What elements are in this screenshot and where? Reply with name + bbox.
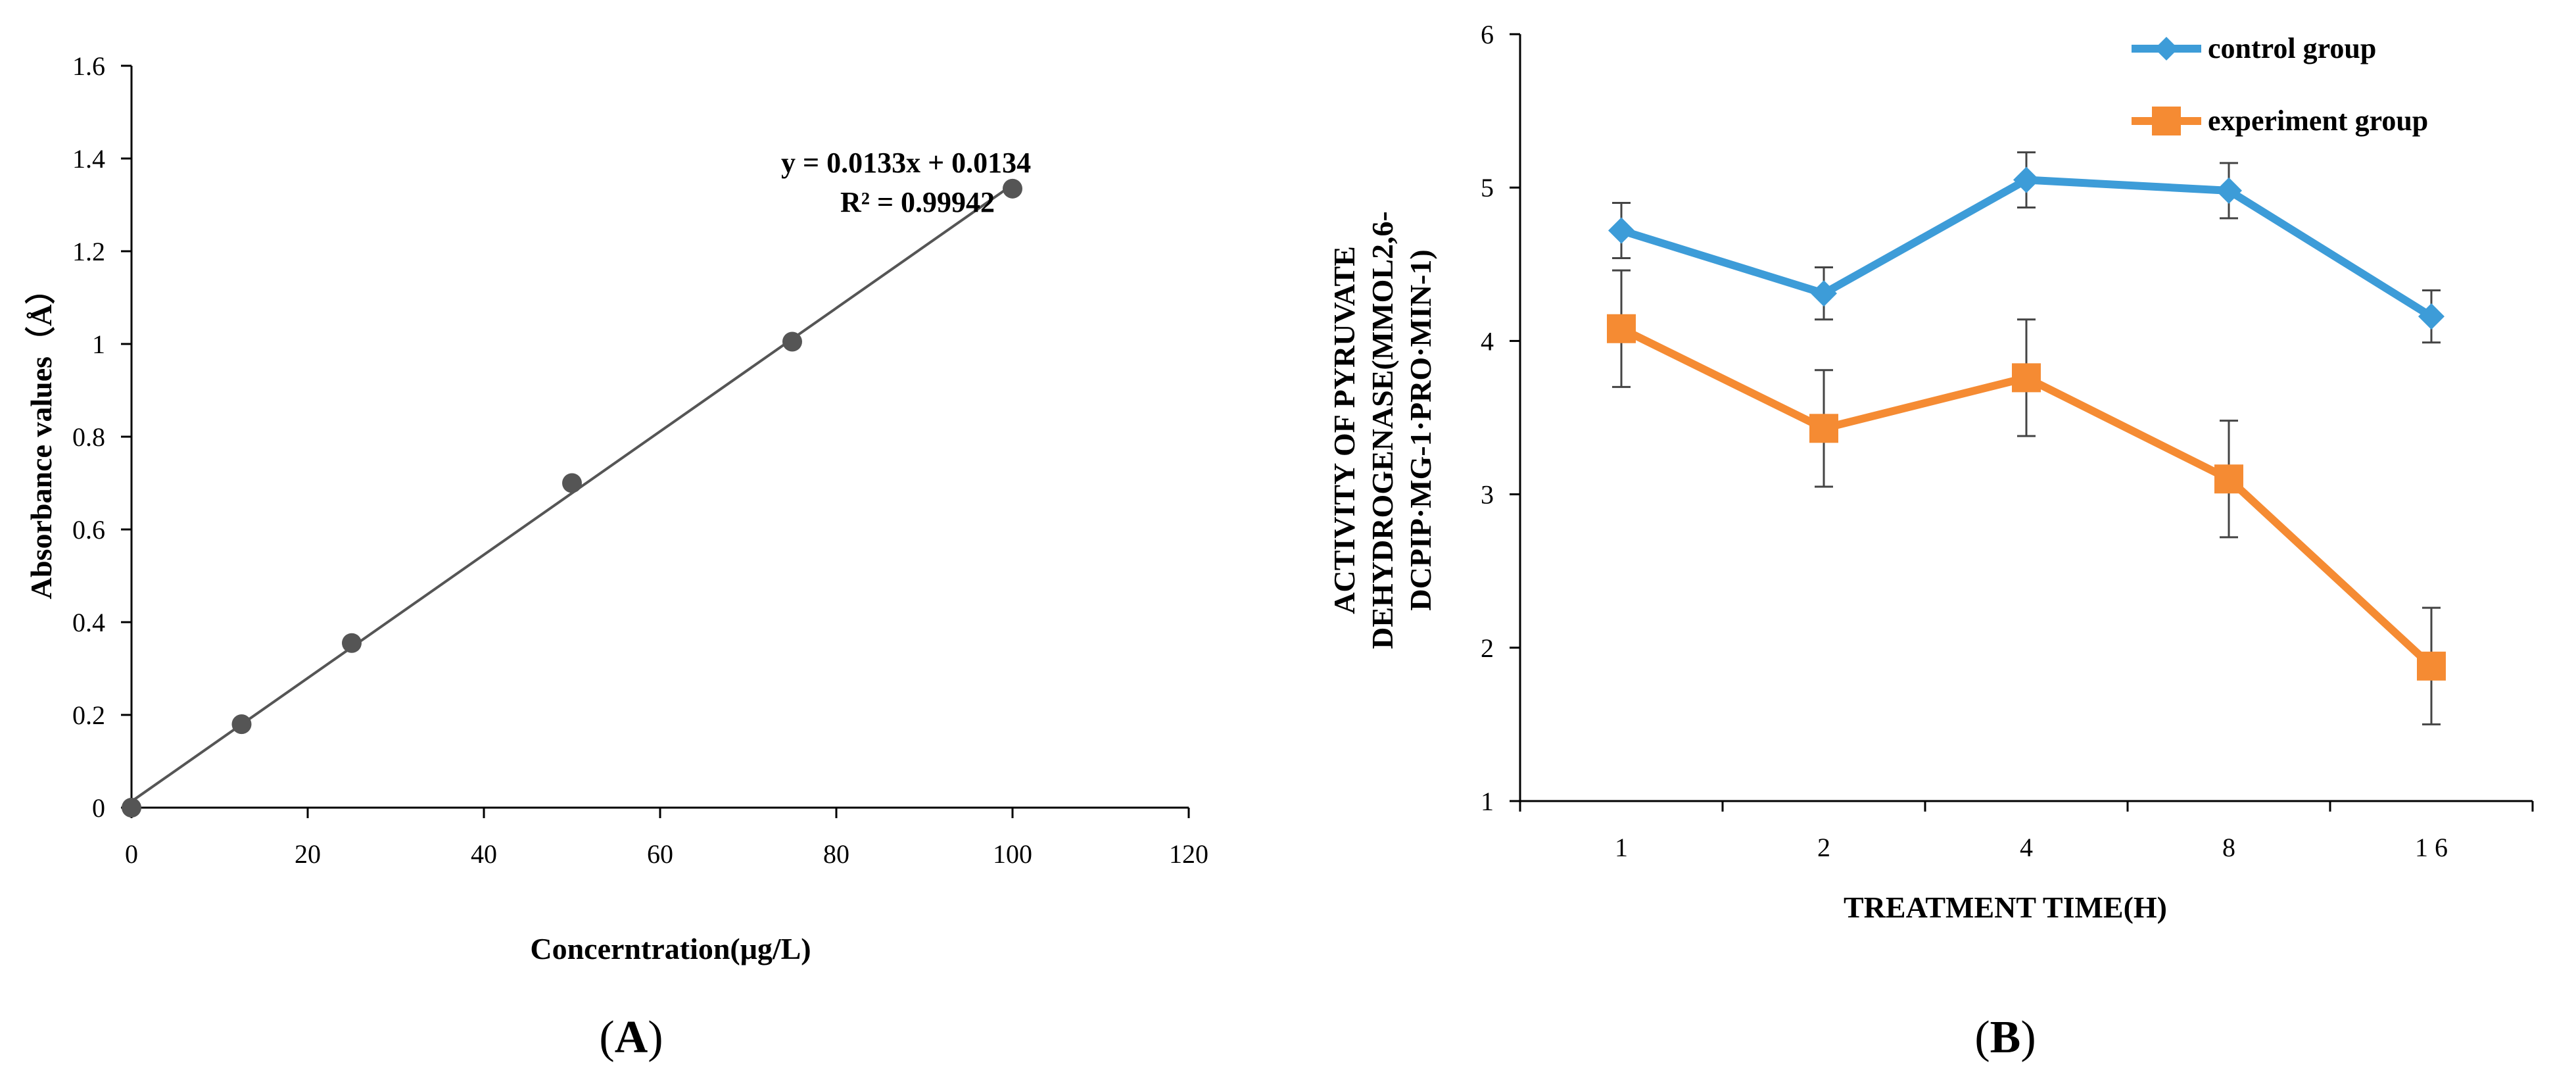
chart-b-data-point	[2012, 363, 2041, 393]
chart-b-x-tick-label: 1 6	[2415, 833, 2448, 862]
chart-b-series	[1607, 269, 2446, 725]
legend-item-experiment-group: experiment group	[2132, 105, 2428, 137]
chart-a-data-point	[562, 473, 582, 493]
chart-b-x-tick-label: 1	[1615, 833, 1628, 862]
chart-a-x-tick-label: 120	[1169, 839, 1208, 869]
chart-a-data-point	[231, 714, 252, 735]
chart-a-y-axis-label: Absorbance values（Å）	[24, 274, 58, 600]
legend-item-control-group: control group	[2132, 32, 2376, 64]
chart-a-x-axis-label: Concerntration(μg/L)	[530, 932, 811, 965]
chart-b-y-tick-label: 1	[1481, 787, 1494, 816]
legend-label-control-group: control group	[2208, 32, 2376, 64]
chart-b-y-axis-label-line-3: DCPIP·MG-1·PRO·MIN-1)	[1404, 249, 1437, 610]
chart-a-y-tick-label: 0.8	[72, 422, 105, 452]
chart-b-data-point	[1608, 217, 1634, 244]
chart-b-plot-area	[1607, 151, 2446, 725]
chart-b-x-tick-label: 8	[2222, 833, 2235, 862]
chart-b-legend: control group experiment group	[2132, 32, 2428, 137]
chart-a-y-tick-label: 0.4	[72, 608, 105, 637]
chart-b-axes	[1519, 34, 2533, 802]
chart-a-r-squared: R² = 0.99942	[840, 186, 995, 218]
svg-text:(A): (A)	[599, 1012, 663, 1063]
chart-b-data-point	[2418, 303, 2445, 330]
chart-b-x-ticks: 1 2 4 8 1 6	[1519, 801, 2534, 862]
svg-text:(B): (B)	[1974, 1012, 2036, 1063]
chart-a-y-tick-label: 0.6	[72, 515, 105, 545]
chart-a-data-point	[342, 633, 362, 653]
chart-a-trendline	[130, 183, 1014, 803]
chart-b-y-tick-label: 3	[1481, 480, 1494, 510]
panel-b-letter: B	[1990, 1012, 2021, 1063]
chart-a-y-tick-label: 1.2	[72, 237, 105, 266]
chart-a-x-tick-label: 20	[295, 839, 321, 869]
chart-a-x-tick-label: 100	[993, 839, 1032, 869]
chart-b-x-tick-label: 4	[2020, 833, 2033, 862]
chart-a-data-point	[782, 331, 802, 352]
chart-a-equation: y = 0.0133x + 0.0134	[781, 147, 1031, 179]
chart-b-data-point	[1809, 414, 1838, 443]
chart-a-x-tick-label: 80	[823, 839, 849, 869]
chart-b-y-tick-label: 6	[1481, 20, 1494, 49]
chart-a-y-tick-label: 0	[92, 793, 105, 823]
chart-a-y-tick-label: 1.6	[72, 51, 105, 81]
chart-b: 1 2 3 4 5 6 1 2 4 8 1 6 ACTIVITY OF PYRUVATE DEHY…	[1327, 20, 2534, 1063]
chart-b-y-axis-label-line-1: ACTIVITY OF PYRUVATE	[1327, 246, 1361, 614]
chart-a-x-tick-label: 0	[125, 839, 138, 869]
panel-a-letter: A	[615, 1012, 648, 1063]
chart-a-plot-area	[122, 178, 1022, 818]
chart-a-data-point	[122, 798, 141, 818]
chart-a-data-point	[1003, 178, 1022, 199]
chart-a-y-ticks: 0 0.2 0.4 0.6 0.8 1 1.2 1.4 1.6	[72, 51, 131, 823]
chart-b-y-tick-label: 5	[1481, 173, 1494, 203]
panel-a-caption: (A)	[599, 1012, 663, 1063]
chart-a-y-tick-label: 0.2	[72, 700, 105, 730]
chart-a-x-ticks: 0 20 40 60 80 100 120	[125, 808, 1208, 869]
chart-a-x-tick-label: 40	[471, 839, 497, 869]
chart-b-data-point	[2214, 464, 2243, 494]
chart-b-y-tick-label: 2	[1481, 633, 1494, 663]
chart-b-y-axis-label: ACTIVITY OF PYRUVATE DEHYDROGENASE(MMOL2…	[1327, 211, 1437, 649]
legend-label-experiment-group: experiment group	[2208, 105, 2428, 137]
legend-square-marker	[2152, 107, 2181, 135]
chart-b-data-point	[1607, 314, 1636, 343]
chart-a: 00.20.40.60.811.21.41.6 0 20 40 60 80 100 120 …	[24, 51, 1208, 1063]
chart-b-y-axis-label-line-2: DEHYDROGENASE(MMOL2,6-	[1366, 211, 1399, 649]
chart-a-y-tick-label: 1.4	[72, 144, 105, 174]
chart-a-x-tick-label: 60	[647, 839, 673, 869]
chart-b-data-point	[1811, 280, 1837, 307]
chart-b-series	[1608, 151, 2445, 344]
chart-b-data-point	[2417, 651, 2446, 681]
legend-diamond-marker	[2155, 37, 2178, 61]
chart-b-y-ticks: 1 2 3 4 5 6	[1481, 20, 1520, 816]
panel-b-caption: (B)	[1974, 1012, 2036, 1063]
chart-b-x-axis-label: TREATMENT TIME(H)	[1844, 891, 2167, 924]
chart-b-y-tick-label: 4	[1481, 326, 1494, 356]
chart-b-data-point	[2013, 166, 2039, 193]
chart-b-x-tick-label: 2	[1817, 833, 1830, 862]
chart-a-y-tick-label: 1	[92, 330, 105, 359]
chart-b-data-point	[2216, 177, 2242, 204]
